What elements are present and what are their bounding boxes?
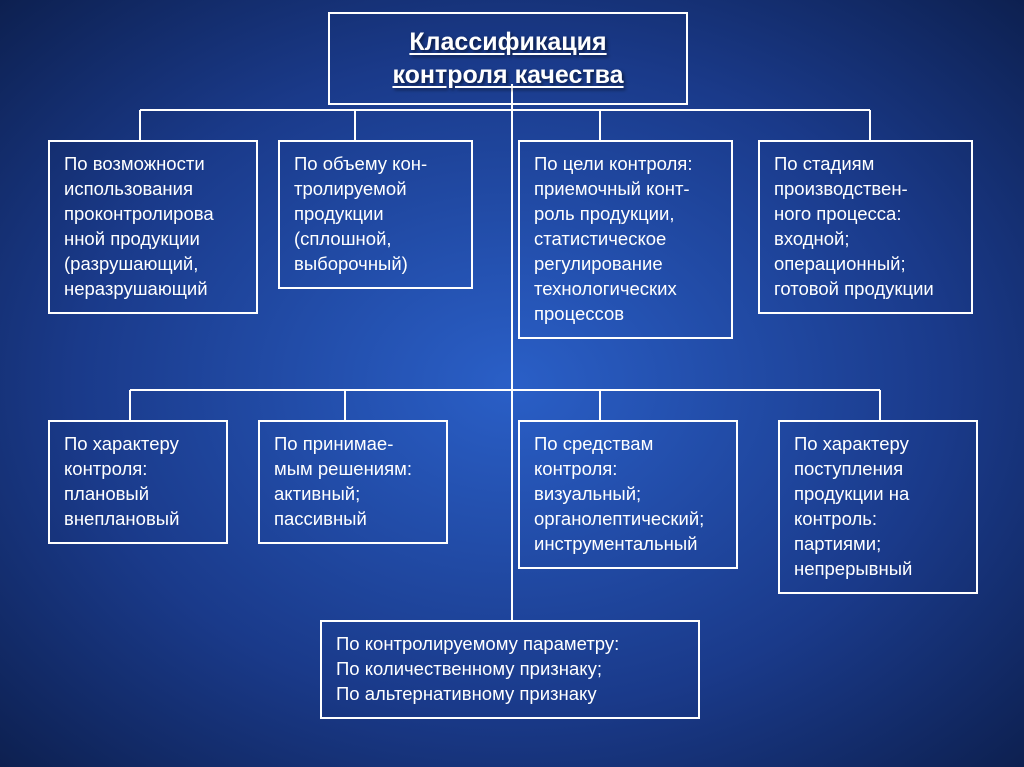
node-decisions: По принимае- мым решениям: активный; пас… [258,420,448,544]
node-arrival: По характеру поступления продукции на ко… [778,420,978,594]
title-text: Классификация контроля качества [392,28,623,89]
node-character: По характеру контроля: плановый внеплано… [48,420,228,544]
node-usage-possibility: По возможности использования проконтроли… [48,140,258,314]
node-stage: По стадиям производствен- ного процесса:… [758,140,973,314]
node-parameter: По контролируемому параметру: По количес… [320,620,700,719]
diagram-title: Классификация контроля качества [328,12,688,105]
node-volume: По объему кон- тролируемой продукции (сп… [278,140,473,289]
node-purpose: По цели контроля: приемочный конт- роль … [518,140,733,339]
node-means: По средствам контроля: визуальный; орган… [518,420,738,569]
